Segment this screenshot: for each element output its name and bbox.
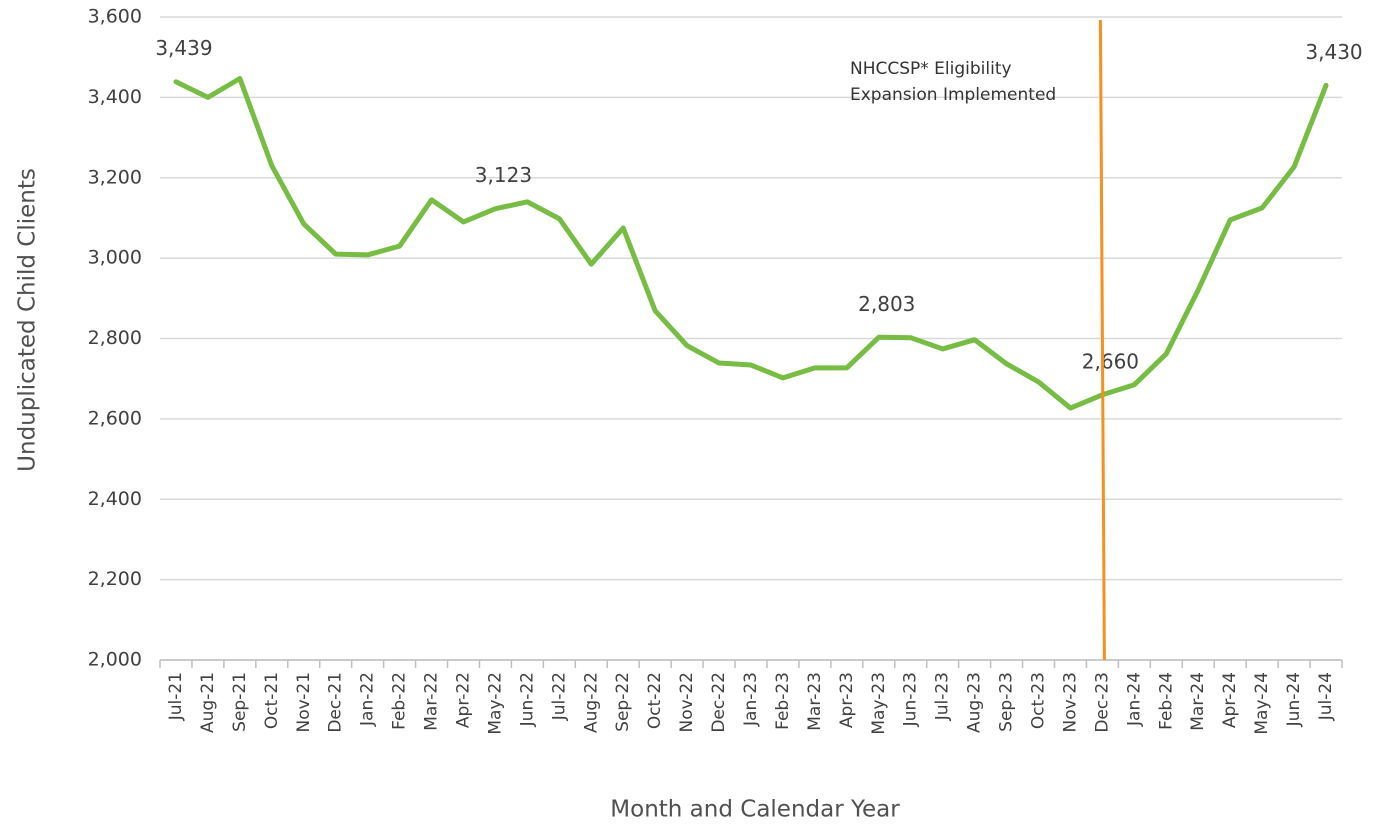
x-tick-label: Sep-21: [230, 672, 250, 732]
x-tick-label: Oct-23: [1029, 672, 1049, 729]
y-axis-title: Unduplicated Child Clients: [15, 168, 41, 472]
x-tick-label: Oct-21: [262, 672, 282, 729]
x-tick-label: Sep-22: [613, 672, 633, 732]
data-label: 3,439: [155, 36, 212, 60]
x-tick-label: Jan-24: [1124, 672, 1144, 727]
data-label: 2,660: [1082, 349, 1139, 373]
x-tick-label: Apr-24: [1220, 672, 1240, 728]
x-tick-label: May-22: [485, 672, 505, 735]
x-tick-label: Jun-22: [517, 672, 537, 727]
data-label: 2,803: [858, 292, 915, 316]
x-tick-label: Nov-21: [294, 672, 314, 733]
x-tick-label: Feb-23: [773, 672, 793, 730]
y-tick-label: 3,400: [88, 86, 142, 108]
x-tick-label: Aug-23: [965, 672, 985, 733]
x-tick-label: Mar-24: [1188, 672, 1208, 731]
x-tick-label: Mar-22: [422, 672, 442, 731]
x-tick-label: Jun-24: [1284, 672, 1304, 727]
x-tick-label: Jul-24: [1316, 672, 1336, 721]
x-tick-label: May-24: [1252, 672, 1272, 735]
x-tick-label: Jul-23: [933, 672, 953, 721]
x-axis-title: Month and Calendar Year: [610, 797, 900, 823]
x-tick-label: Jul-22: [549, 672, 569, 721]
y-tick-label: 2,800: [88, 327, 142, 349]
x-tick-label: Feb-22: [390, 672, 410, 730]
x-tick-label: Sep-23: [997, 672, 1017, 732]
x-tick-label: Dec-22: [709, 672, 729, 733]
y-tick-label: 3,600: [88, 6, 142, 28]
x-tick-label: Jan-22: [358, 672, 378, 727]
event-line: [1098, 19, 1106, 661]
annotation-text: Expansion Implemented: [850, 85, 1056, 105]
x-tick-label: Jun-23: [901, 672, 921, 727]
x-tick-label: May-23: [869, 672, 889, 735]
data-label: 3,123: [475, 163, 532, 187]
y-tick-label: 2,400: [88, 488, 142, 510]
x-tick-label: Apr-22: [453, 672, 473, 728]
x-tick-label: Oct-22: [645, 672, 665, 729]
y-tick-label: 2,000: [88, 649, 142, 671]
data-label: 3,430: [1305, 40, 1362, 64]
x-tick-label: Jan-23: [741, 672, 761, 727]
y-tick-label: 3,000: [88, 247, 142, 269]
y-tick-label: 2,200: [88, 568, 142, 590]
x-tick-label: Mar-23: [805, 672, 825, 731]
x-tick-label: Dec-21: [326, 672, 346, 733]
x-tick-label: Dec-23: [1092, 672, 1112, 733]
x-tick-label: Jul-21: [166, 672, 186, 721]
x-tick-label: Nov-22: [677, 672, 697, 733]
x-tick-label: Nov-23: [1060, 672, 1080, 733]
x-tick-label: Aug-21: [198, 672, 218, 733]
y-tick-label: 3,200: [88, 166, 142, 188]
x-tick-label: Apr-23: [837, 672, 857, 728]
x-tick-label: Feb-24: [1156, 672, 1176, 730]
x-tick-label: Aug-22: [581, 672, 601, 733]
annotation-text: NHCCSP* Eligibility: [850, 59, 1012, 79]
y-tick-label: 2,600: [88, 407, 142, 429]
data-line: [173, 75, 1329, 411]
